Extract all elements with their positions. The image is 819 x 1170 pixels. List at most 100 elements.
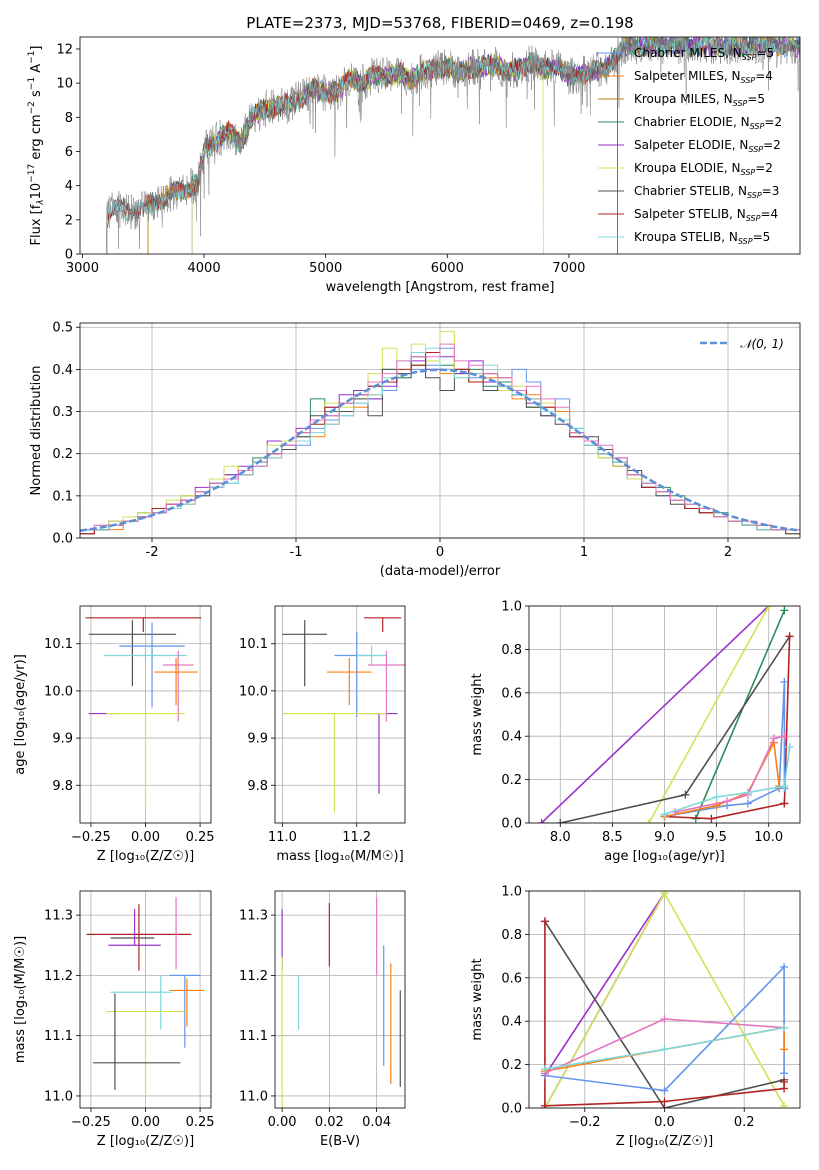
x-tick-label: 0.25 bbox=[186, 830, 215, 845]
errorbar-point bbox=[282, 712, 387, 813]
massweight-vs-z-panel: −0.2 0.0 0.2 0.0 0.2 0.4 0.6 0.8 1.0 Z [log₁₀(Z/Z… bbox=[470, 885, 801, 1149]
age-vs-mass-panel: 11.0 11.2 9.8 9.9 10.0 10.1 mass [log₁₀(M/M☉)] bbox=[239, 605, 406, 864]
legend-label: Chabrier ELODIE, NSSP=2 bbox=[634, 115, 782, 131]
plus-marker bbox=[644, 819, 653, 823]
y-axis-label: age [log₁₀(age/yr)] bbox=[13, 654, 28, 775]
plus-marker bbox=[660, 810, 669, 819]
plot-area bbox=[282, 617, 405, 813]
gaussian-legend-label: 𝒩(0, 1) bbox=[740, 337, 784, 351]
plus-marker bbox=[556, 819, 565, 823]
x-tick-label: −0.2 bbox=[569, 1115, 601, 1130]
y-tick-label: 0.5 bbox=[52, 321, 73, 336]
y-axis-label: Normed distribution bbox=[29, 366, 44, 496]
weight-line-salpeter-elodie bbox=[540, 606, 770, 823]
plus-marker bbox=[712, 792, 721, 801]
legend-label: Kroupa ELODIE, NSSP=2 bbox=[634, 161, 773, 177]
plot-area bbox=[281, 897, 401, 1108]
y-tick-label: 11.0 bbox=[239, 1089, 268, 1104]
errorbar-point bbox=[356, 646, 387, 665]
x-tick-label: 2 bbox=[724, 545, 732, 560]
y-tick-label: 0.4 bbox=[501, 730, 522, 745]
axes-frame bbox=[79, 890, 212, 1109]
plus-marker bbox=[785, 632, 794, 641]
y-tick-label: 0.1 bbox=[52, 489, 73, 504]
y-tick-label: 0.2 bbox=[501, 773, 522, 788]
plus-marker bbox=[785, 743, 794, 752]
x-tick-label: 8.0 bbox=[550, 830, 571, 845]
plus-marker bbox=[764, 606, 773, 610]
observed-spectrum bbox=[106, 37, 800, 254]
x-tick-label: 0.25 bbox=[186, 1115, 215, 1130]
errorbar-point bbox=[106, 712, 185, 813]
plus-marker bbox=[681, 790, 690, 799]
x-tick-label: 9.5 bbox=[706, 830, 727, 845]
plus-marker bbox=[723, 797, 732, 806]
x-tick-label: 7000 bbox=[552, 261, 585, 276]
figure-title: PLATE=2373, MJD=53768, FIBERID=0469, z=0… bbox=[246, 14, 633, 32]
errorbar-point bbox=[108, 909, 161, 946]
x-axis-label: Z [log₁₀(Z/Z☉)] bbox=[97, 849, 194, 864]
plus-marker bbox=[707, 814, 716, 823]
x-tick-label: 5000 bbox=[309, 261, 342, 276]
x-axis-label: wavelength [Angstrom, rest frame] bbox=[326, 280, 555, 295]
y-tick-label: 11.3 bbox=[44, 909, 73, 924]
plus-marker bbox=[540, 1101, 549, 1108]
y-tick-label: 11.0 bbox=[44, 1089, 73, 1104]
errorbar-point bbox=[327, 657, 372, 706]
plus-marker bbox=[780, 606, 789, 615]
y-tick-label: 2 bbox=[65, 213, 73, 228]
grid bbox=[529, 890, 800, 1109]
model-line-kroupa-stelib bbox=[106, 37, 800, 254]
y-tick-label: 1.0 bbox=[501, 600, 522, 615]
y-tick-label: 0.2 bbox=[501, 1058, 522, 1073]
x-tick-label: −0.25 bbox=[71, 1115, 111, 1130]
x-tick-label: -1 bbox=[290, 545, 303, 560]
weight-line-kroupa-elodie bbox=[648, 606, 770, 823]
x-axis-label: Z [log₁₀(Z/Z☉)] bbox=[616, 1134, 713, 1149]
x-tick-label: 0.02 bbox=[315, 1115, 344, 1130]
weight-line-chabrier-stelib bbox=[560, 635, 791, 823]
x-axis-label: E(B-V) bbox=[320, 1134, 360, 1149]
errorbar-point bbox=[360, 712, 398, 794]
x-tick-label: 0.0 bbox=[654, 1115, 675, 1130]
errorbar-point bbox=[367, 650, 405, 722]
y-tick-label: 0.4 bbox=[501, 1015, 522, 1030]
y-tick-label: 0 bbox=[65, 248, 73, 263]
y-tick-label: 0.4 bbox=[52, 363, 73, 378]
y-tick-label: 9.8 bbox=[52, 779, 73, 794]
weight-line-chabrier-elodie bbox=[695, 609, 786, 820]
errorbar-point bbox=[154, 657, 198, 706]
plus-marker bbox=[780, 962, 789, 971]
errorbar-point bbox=[162, 650, 194, 722]
plus-marker bbox=[780, 677, 789, 686]
residuals-panel: -2 -1 0 1 2 0.0 0.1 0.2 0.3 0.4 0.5 (data-model)/er… bbox=[29, 321, 801, 579]
plus-marker bbox=[660, 1045, 669, 1054]
x-tick-label: 0 bbox=[436, 545, 444, 560]
errorbar-point bbox=[334, 631, 379, 717]
x-tick-label: 11.0 bbox=[268, 830, 297, 845]
y-tick-label: 11.1 bbox=[44, 1029, 73, 1044]
plus-marker bbox=[660, 891, 669, 898]
plus-marker bbox=[780, 732, 789, 741]
axes-frame bbox=[274, 890, 406, 1109]
x-axis-label: mass [log₁₀(M/M☉)] bbox=[276, 849, 403, 864]
plus-marker bbox=[780, 782, 789, 791]
plus-marker bbox=[537, 819, 546, 823]
y-tick-label: 0.6 bbox=[501, 686, 522, 701]
plus-marker bbox=[660, 1097, 669, 1106]
y-tick-label: 9.9 bbox=[247, 732, 268, 747]
plot-area bbox=[537, 606, 794, 823]
y-tick-label: 0.0 bbox=[52, 532, 73, 547]
y-tick-label: 10.1 bbox=[239, 637, 268, 652]
plus-marker bbox=[743, 799, 752, 808]
y-tick-label: 10 bbox=[56, 77, 73, 92]
legend-label: Chabrier MILES, NSSP=5 bbox=[634, 46, 774, 62]
errorbar-point bbox=[85, 617, 202, 632]
x-axis-label: age [log₁₀(age/yr)] bbox=[604, 849, 725, 864]
errorbar-point bbox=[106, 1010, 185, 1096]
axes-frame bbox=[274, 605, 406, 824]
legend-label: Salpeter MILES, NSSP=4 bbox=[634, 69, 773, 85]
y-tick-label: 10.1 bbox=[44, 637, 73, 652]
spectrum-panel: 3000 4000 5000 6000 7000 0 2 4 6 8 10 12 wavelength … bbox=[27, 36, 801, 295]
